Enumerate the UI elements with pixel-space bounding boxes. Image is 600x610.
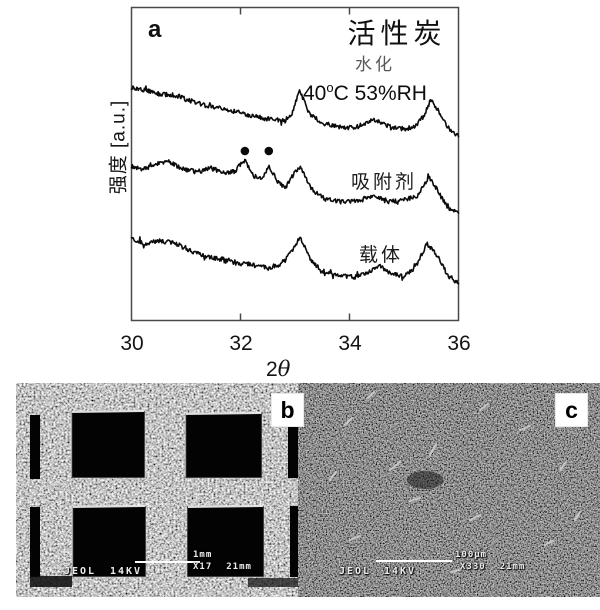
- sem-image-monolith: [30, 393, 305, 587]
- x-axis-label: 2θ: [266, 357, 290, 382]
- sem-b-voltage: 14KV: [110, 566, 143, 577]
- trace-label-conditions: 40oC 53%RH: [300, 80, 430, 106]
- xrd-traces: [130, 85, 460, 285]
- x-tick-32: 32: [229, 332, 253, 355]
- x-label-base: 2: [266, 358, 278, 381]
- trace-label-support: 载体: [358, 245, 403, 266]
- xrd-trace-2: [130, 236, 460, 285]
- panel-b-label: b: [272, 394, 303, 426]
- y-axis-label: 强度 [a.u.]: [108, 99, 130, 195]
- degree-sup: o: [326, 80, 334, 95]
- xrd-title: 活性炭: [347, 18, 447, 49]
- sem-b-vendor: JEOL: [64, 566, 97, 577]
- sem-c-bright-particles: [329, 391, 581, 573]
- sem-c-voltage: 14KV: [384, 566, 417, 577]
- xrd-trace-0: [130, 85, 460, 138]
- trace-label-hydrated: 水化: [355, 55, 395, 74]
- condition-rest: C 53%RH: [333, 82, 427, 105]
- sem-c-working-distance: 21mm: [499, 562, 526, 572]
- condition-temp: 40: [303, 82, 327, 105]
- sem-c-texture: [312, 393, 590, 587]
- sem-image-surface: [312, 391, 590, 587]
- peak-marker-dots: [240, 146, 274, 156]
- xrd-trace-1: [130, 158, 460, 214]
- xrd-plot-frame: [130, 6, 460, 322]
- sem-c-dark-pore: [407, 471, 443, 489]
- sem-b-channels: [30, 410, 305, 587]
- x-tick-30: 30: [120, 332, 144, 355]
- peak-marker-dot: [240, 146, 250, 156]
- sem-c-mag-row: X330 21mm: [460, 562, 525, 572]
- sem-b-working-distance: 21mm: [226, 562, 252, 572]
- x-tick-34: 34: [338, 332, 362, 355]
- panel-a-label: a: [148, 16, 162, 43]
- panel-c-label: c: [556, 394, 587, 426]
- xrd-plot: [130, 6, 460, 322]
- peak-marker-dot: [264, 146, 274, 156]
- sem-b-scale-label: 1mm: [193, 550, 213, 560]
- x-label-theta: θ: [277, 357, 291, 381]
- sem-c-magnification: X330: [460, 562, 486, 572]
- trace-label-adsorbent: 吸附剂: [350, 172, 417, 193]
- xrd-axis-ticks: [239, 7, 351, 321]
- sem-b-magnification: X17: [193, 562, 213, 572]
- x-tick-36: 36: [447, 332, 471, 355]
- sem-c-scale-label: 100μm: [455, 550, 488, 560]
- sem-c-vendor: JEOL: [339, 566, 372, 577]
- sem-b-mag-row: X17 21mm: [193, 562, 252, 572]
